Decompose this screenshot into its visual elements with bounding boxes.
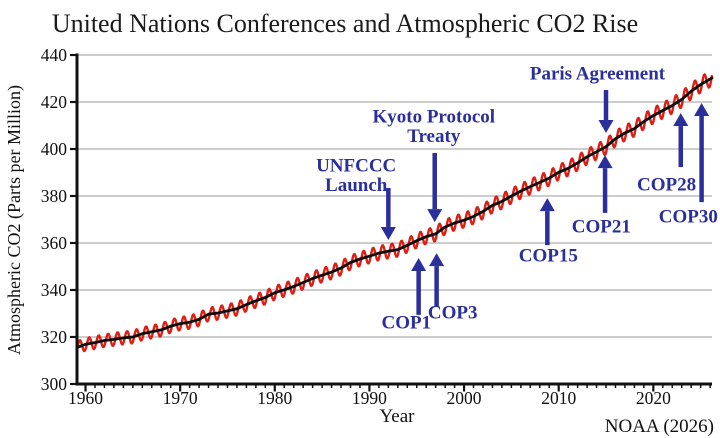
annotation-arrow-head-cop1 [411, 258, 427, 272]
annotation-arrow-head-kyoto-protocol-treaty [427, 209, 443, 223]
annotation-text-kyoto-protocol-treaty: Treaty [407, 126, 461, 147]
annotation-cop15: COP15 [519, 198, 578, 266]
annotation-cop1: COP1 [382, 258, 432, 333]
x-axis-label: Year [379, 406, 415, 427]
annotation-text-cop30: COP30 [659, 206, 718, 227]
y-tick-label-300: 300 [41, 374, 68, 394]
annotation-arrow-head-cop30 [694, 102, 710, 116]
annotation-cop3: COP3 [428, 253, 478, 324]
y-tick-label-380: 380 [41, 186, 68, 206]
annotation-text-cop28: COP28 [637, 175, 696, 196]
y-tick-label-440: 440 [41, 45, 68, 65]
annotation-text-cop3: COP3 [428, 303, 478, 324]
y-tick-label-400: 400 [41, 139, 68, 159]
annotation-arrow-head-cop28 [673, 113, 689, 127]
annotation-cop28: COP28 [637, 113, 696, 196]
annotation-text-cop21: COP21 [572, 217, 631, 238]
y-tick-label-420: 420 [41, 92, 68, 112]
annotation-text-kyoto-protocol-treaty: Kyoto Protocol [372, 107, 495, 128]
annotation-cop21: COP21 [572, 155, 631, 238]
y-tick-label-320: 320 [41, 327, 68, 347]
annotation-arrow-head-cop21 [597, 155, 613, 169]
annotation-cop30: COP30 [659, 102, 718, 227]
annotation-paris-agreement: Paris Agreement [530, 64, 666, 134]
annotation-text-unfccc-launch: Launch [325, 175, 388, 196]
x-tick-label-1990: 1990 [352, 388, 387, 408]
x-tick-label-1960: 1960 [68, 388, 103, 408]
annotation-arrow-head-paris-agreement [598, 120, 614, 134]
annotation-arrow-head-cop15 [539, 198, 555, 212]
trend-co2-line [75, 76, 714, 350]
y-axis-label: Atmospheric CO2 (Parts per Million) [4, 85, 25, 355]
annotation-arrow-head-cop3 [429, 253, 445, 267]
axis-layer: 1960 1970 1980 1990 2000 2010 2020 300 320 340 360… [41, 45, 712, 408]
annotation-text-unfccc-launch: UNFCCC [316, 155, 396, 176]
x-tick-label-2020: 2020 [636, 388, 671, 408]
series-layer [75, 73, 714, 353]
source-label: NOAA (2026) [605, 416, 714, 437]
annotation-text-cop1: COP1 [382, 312, 432, 333]
x-tick-label-2010: 2010 [541, 388, 576, 408]
grid-layer [77, 54, 712, 338]
y-tick-label-340: 340 [41, 280, 68, 300]
chart-title: United Nations Conferences and Atmospher… [52, 9, 638, 38]
x-tick-label-2000: 2000 [447, 388, 482, 408]
annotation-text-cop15: COP15 [519, 245, 578, 266]
x-tick-label-1970: 1970 [163, 388, 198, 408]
annotation-arrow-head-unfccc-launch [380, 226, 396, 240]
y-tick-label-360: 360 [41, 233, 68, 253]
annotation-text-paris-agreement: Paris Agreement [530, 64, 666, 85]
x-tick-label-1980: 1980 [257, 388, 292, 408]
